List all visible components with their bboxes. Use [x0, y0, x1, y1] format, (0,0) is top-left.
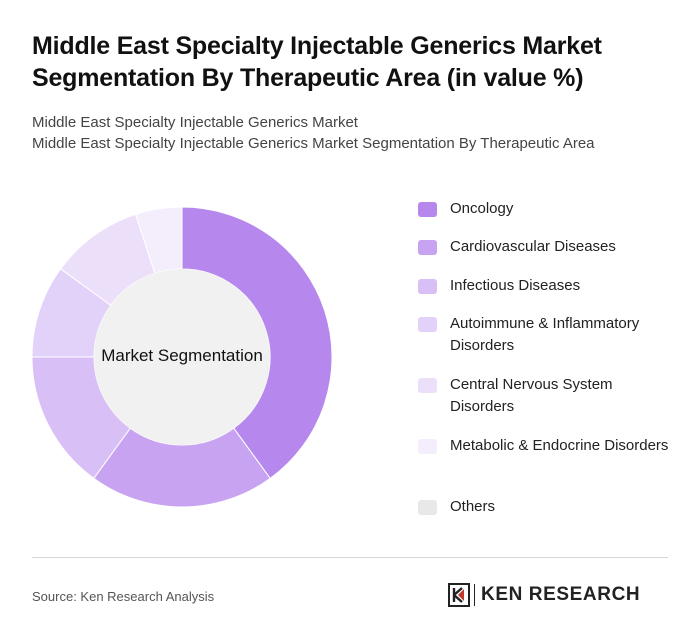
- legend-item: Cardiovascular Diseases: [418, 236, 675, 258]
- legend-swatch: [418, 240, 437, 255]
- legend-item: Autoimmune & Inflammatory Disorders: [418, 313, 675, 357]
- legend-label: Oncology: [450, 200, 514, 217]
- legend-item: Infectious Diseases: [418, 275, 675, 297]
- legend-item: Metabolic & Endocrine Disorders: [418, 435, 675, 457]
- chart-title: Middle East Specialty Injectable Generic…: [32, 32, 602, 92]
- ken-research-logo-icon: [448, 583, 470, 607]
- footer-divider: [32, 557, 668, 558]
- brand-name: KEN RESEARCH: [481, 584, 641, 605]
- source-note: Source: Ken Research Analysis: [32, 589, 215, 604]
- legend-label: Others: [450, 498, 496, 515]
- donut-hole: [94, 269, 270, 445]
- legend-swatch: [418, 279, 437, 294]
- donut-chart: [31, 206, 333, 508]
- legend-label: Cardiovascular Diseases: [450, 238, 616, 255]
- chart-subtitle-secondary: Middle East Specialty Injectable Generic…: [32, 135, 595, 152]
- legend-item: Others: [418, 496, 675, 518]
- legend-item: Central Nervous System Disorders: [418, 374, 675, 418]
- legend-swatch: [418, 439, 437, 454]
- brand-logo: KEN RESEARCH: [448, 583, 640, 607]
- donut-center-label: Market Segmentation: [101, 346, 263, 365]
- legend-label: Metabolic & Endocrine Disorders: [450, 437, 669, 454]
- chart-subtitle: Middle East Specialty Injectable Generic…: [32, 114, 358, 131]
- legend-swatch: [418, 317, 437, 332]
- legend-label: Autoimmune & Inflammatory Disorders: [450, 315, 640, 354]
- legend-swatch: [418, 378, 437, 393]
- legend-swatch: [418, 202, 437, 217]
- brand-separator: [474, 584, 475, 606]
- legend-swatch: [418, 500, 437, 515]
- legend-label: Central Nervous System Disorders: [450, 376, 613, 415]
- legend-label: Infectious Diseases: [450, 277, 581, 294]
- legend-item: Oncology: [418, 198, 675, 220]
